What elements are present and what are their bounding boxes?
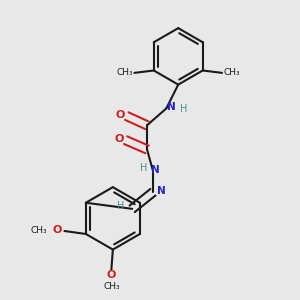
Text: O: O (107, 270, 116, 280)
Text: CH₃: CH₃ (103, 282, 120, 291)
Text: CH₃: CH₃ (116, 68, 133, 77)
Text: N: N (151, 165, 160, 175)
Text: N: N (157, 186, 166, 196)
Text: H: H (140, 163, 147, 173)
Text: O: O (114, 134, 124, 144)
Text: CH₃: CH₃ (31, 226, 47, 235)
Text: CH₃: CH₃ (224, 68, 240, 77)
Text: O: O (52, 224, 62, 235)
Text: H: H (181, 104, 188, 114)
Text: H: H (117, 202, 124, 212)
Text: N: N (167, 103, 176, 112)
Text: O: O (116, 110, 125, 120)
